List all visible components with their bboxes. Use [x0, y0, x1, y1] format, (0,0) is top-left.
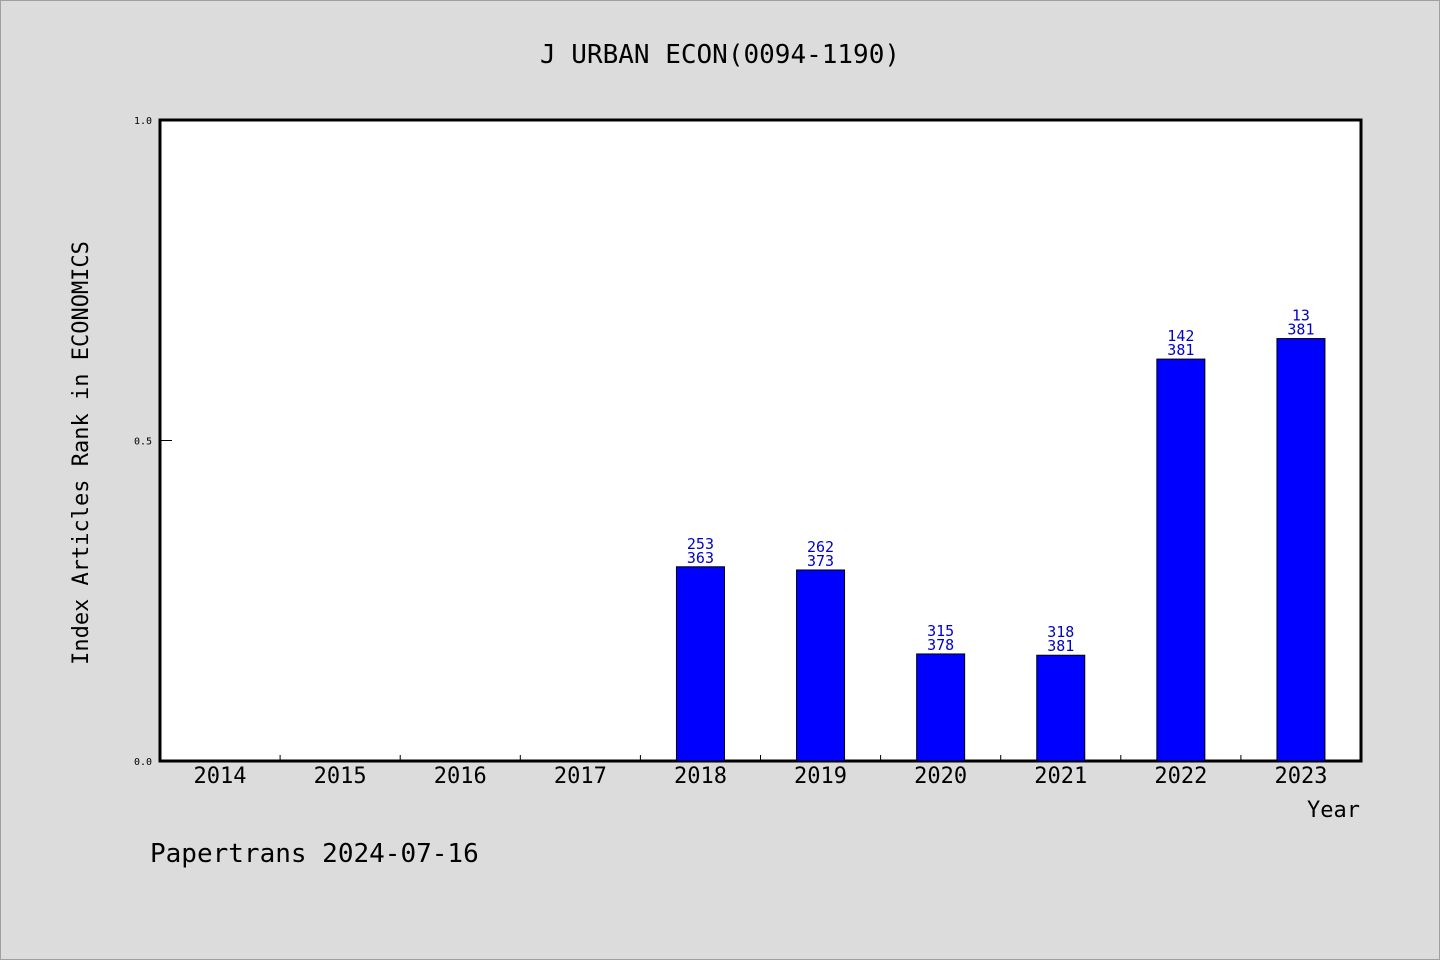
bar-label-rank: 253	[687, 535, 714, 553]
bar-2020	[916, 653, 966, 762]
bar-2019	[796, 569, 846, 762]
x-tick-label: 2023	[1274, 764, 1327, 789]
bar-label-rank: 262	[807, 538, 834, 556]
x-tick-label: 2016	[434, 764, 487, 789]
x-tick-label: 2014	[194, 764, 247, 789]
y-tick-label: 0.0	[134, 757, 152, 768]
x-tick-label: 2020	[914, 764, 967, 789]
bar-2022	[1156, 358, 1206, 762]
bar-label-total: 381	[1287, 321, 1314, 339]
x-tick-label: 2019	[794, 764, 847, 789]
x-tick-label: 2018	[674, 764, 727, 789]
chart-title: J URBAN ECON(0094-1190)	[540, 40, 900, 70]
bar-label-rank: 13	[1292, 307, 1310, 325]
bar-label-total: 363	[687, 549, 714, 567]
bar-label-total: 373	[807, 552, 834, 570]
bar-2018	[675, 566, 725, 762]
x-axis-ticks: 2014 2015 2016 2017 2018 2019 2020 2021 2022 2023	[194, 755, 1327, 789]
bars	[675, 338, 1326, 762]
y-axis-ticks: 0.0 0.5 1.0	[134, 116, 172, 768]
footer-text: Papertrans 2024-07-16	[150, 839, 479, 869]
x-tick-label: 2021	[1034, 764, 1087, 789]
y-tick-label: 1.0	[134, 116, 152, 127]
y-axis-label: Index Articles Rank in ECONOMICS	[69, 241, 94, 665]
x-tick-label: 2015	[314, 764, 367, 789]
x-tick-label: 2017	[554, 764, 607, 789]
y-tick-label: 0.5	[134, 437, 152, 448]
bar-label-rank: 318	[1047, 623, 1074, 641]
bar-label-rank: 142	[1167, 327, 1194, 345]
bar-label-total: 378	[927, 636, 954, 654]
bar-2023	[1276, 338, 1326, 762]
x-tick-label: 2022	[1154, 764, 1207, 789]
bar-label-rank: 315	[927, 622, 954, 640]
bar-2021	[1036, 654, 1086, 762]
bar-label-total: 381	[1047, 637, 1074, 655]
bar-label-total: 381	[1167, 341, 1194, 359]
x-axis-label: Year	[1307, 798, 1360, 823]
